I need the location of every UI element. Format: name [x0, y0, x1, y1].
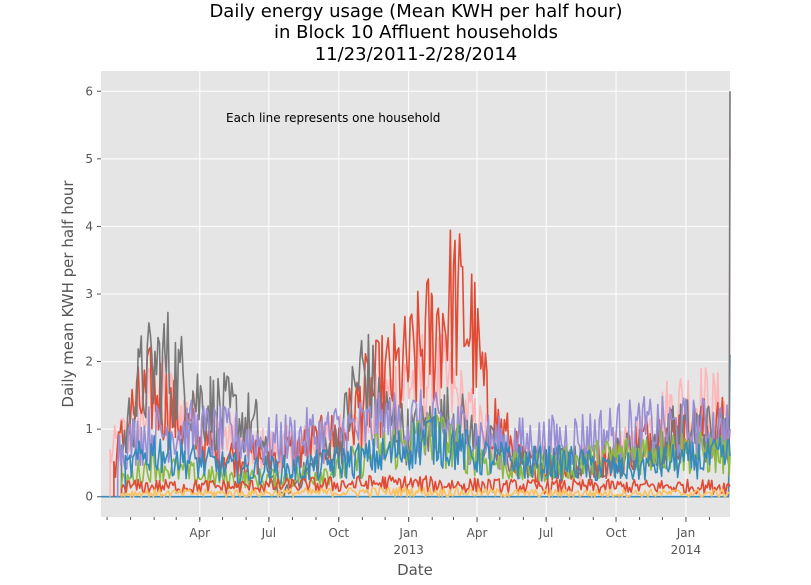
title-line-1: Daily energy usage (Mean KWH per half ho… [209, 1, 622, 22]
x-tick-label: Oct [328, 526, 349, 540]
y-axis: 0 1 2 3 4 5 6 [85, 84, 101, 504]
x-tick-year-label: 2013 [393, 543, 424, 557]
y-tick-label: 5 [85, 152, 93, 166]
y-tick-label: 0 [85, 490, 93, 504]
series-line-9 [120, 486, 731, 498]
x-tick-label: Apr [467, 526, 488, 540]
x-tick-label: Jul [261, 526, 276, 540]
x-tick-label: Jul [538, 526, 553, 540]
annotation-text: Each line represents one household [226, 111, 440, 125]
x-tick-label: Jan [676, 526, 696, 540]
x-tick-label: Apr [189, 526, 210, 540]
y-tick-label: 4 [85, 219, 93, 233]
y-axis-label: Daily mean KWH per half hour [59, 180, 77, 408]
y-tick-label: 6 [85, 84, 93, 98]
y-tick-label: 3 [85, 287, 93, 301]
x-tick-label: Jan [398, 526, 418, 540]
title-line-3: 11/23/2011-2/28/2014 [315, 44, 518, 65]
x-tick-year-label: 2014 [671, 543, 702, 557]
y-tick-label: 2 [85, 355, 93, 369]
title-line-2: in Block 10 Affluent households [274, 22, 558, 43]
y-tick-label: 1 [85, 422, 93, 436]
series-line-7 [124, 407, 731, 497]
chart-title: Daily energy usage (Mean KWH per half ho… [209, 1, 622, 65]
x-axis-label: Date [397, 561, 433, 579]
x-tick-label: Oct [606, 526, 627, 540]
series-line-6 [120, 412, 731, 497]
series-layer [101, 91, 731, 498]
x-axis: Apr Jul Oct Jan 2013 Apr Jul Oct Jan 2014 [106, 517, 710, 557]
